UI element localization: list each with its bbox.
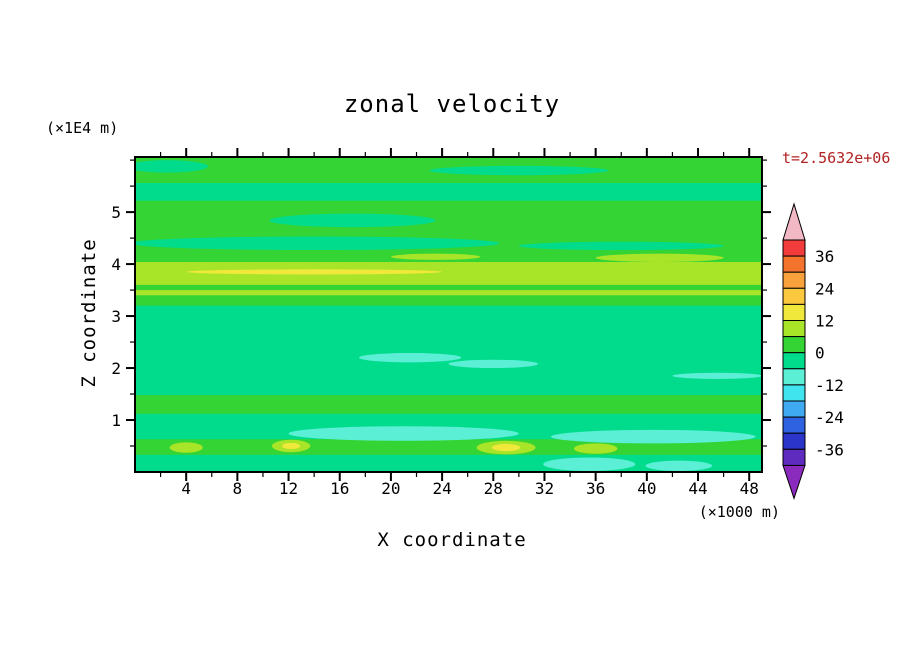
- svg-text:8: 8: [233, 479, 243, 498]
- figure-title: zonal velocity: [344, 90, 560, 118]
- colorbar: [782, 202, 806, 500]
- x-axis-unit: (×1000 m): [699, 503, 780, 521]
- svg-text:32: 32: [535, 479, 554, 498]
- svg-text:40: 40: [637, 479, 656, 498]
- svg-text:4: 4: [181, 479, 191, 498]
- svg-text:16: 16: [330, 479, 349, 498]
- svg-text:24: 24: [815, 279, 834, 298]
- x-tick-labels: 4 8 12 16 20 24 28 32 36 40 44 48: [181, 479, 758, 498]
- svg-text:48: 48: [740, 479, 759, 498]
- svg-text:0: 0: [815, 344, 825, 363]
- x-axis-title: X coordinate: [377, 529, 526, 551]
- svg-text:-24: -24: [815, 408, 844, 427]
- svg-text:-12: -12: [815, 376, 844, 395]
- z-tick-labels: 1 2 3 4 5: [111, 203, 121, 430]
- svg-text:4: 4: [111, 255, 121, 274]
- z-axis-unit: (×1E4 m): [46, 119, 118, 137]
- svg-text:-36: -36: [815, 440, 844, 459]
- plot-frame: [126, 148, 771, 481]
- svg-text:5: 5: [111, 203, 121, 222]
- svg-text:36: 36: [586, 479, 605, 498]
- svg-text:12: 12: [279, 479, 298, 498]
- svg-text:28: 28: [484, 479, 503, 498]
- svg-text:44: 44: [688, 479, 707, 498]
- z-axis-title: Z coordinate: [78, 238, 100, 387]
- time-annotation: t=2.5632e+06: [782, 149, 890, 167]
- contour-field: [135, 157, 762, 472]
- svg-text:36: 36: [815, 247, 834, 266]
- svg-text:24: 24: [432, 479, 451, 498]
- svg-text:12: 12: [815, 312, 834, 331]
- svg-text:1: 1: [111, 411, 121, 430]
- colorbar-labels: 36 24 12 0 -12 -24 -36: [815, 247, 844, 459]
- svg-text:2: 2: [111, 359, 121, 378]
- svg-text:3: 3: [111, 307, 121, 326]
- svg-text:20: 20: [381, 479, 400, 498]
